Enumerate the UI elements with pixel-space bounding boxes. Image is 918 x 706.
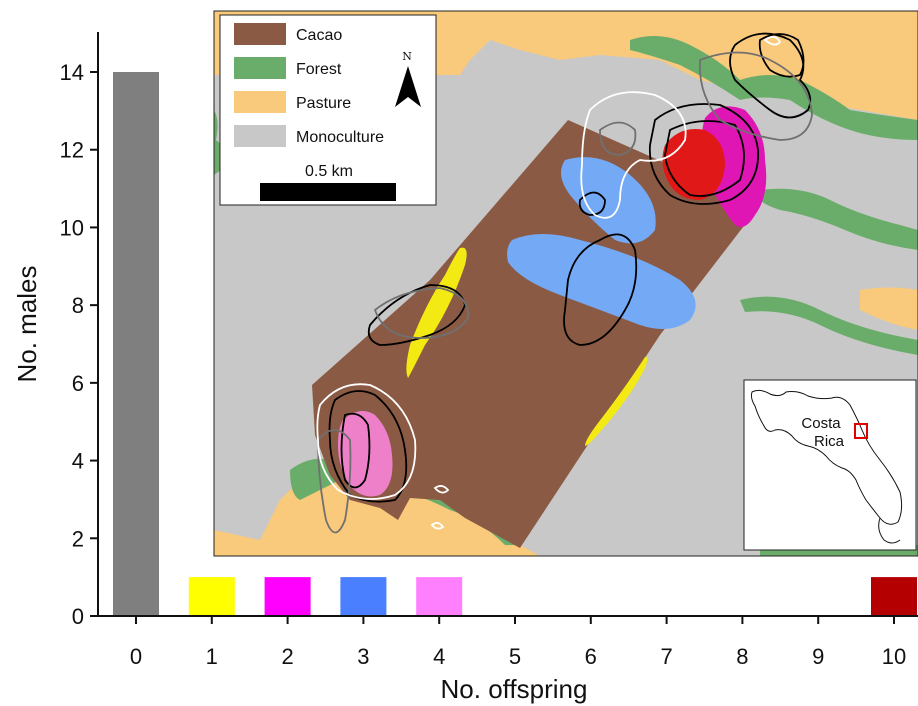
blue-range-1	[561, 157, 656, 244]
blue-range-2	[507, 234, 696, 329]
y-tick-label: 0	[72, 604, 84, 629]
forest-area-bottom	[290, 458, 520, 545]
map-panel: Cacao Forest Pasture Monoculture N 0.5 km C…	[213, 10, 918, 557]
pink-range	[338, 411, 393, 497]
bar-0	[113, 72, 159, 616]
magenta-range	[701, 106, 767, 228]
y-tick-label: 6	[72, 371, 84, 396]
yellow-range-1	[406, 247, 467, 378]
costa-rica-inset: Costa Rica	[743, 379, 917, 551]
north-arrow-icon	[395, 66, 421, 107]
inset-frame	[743, 379, 917, 551]
contour-black-7	[367, 284, 466, 346]
x-tick-label: 0	[130, 644, 142, 669]
legend-label-monoculture: Monoculture	[296, 129, 384, 146]
x-tick-label: 1	[206, 644, 218, 669]
contour-white-2	[316, 383, 417, 500]
contour-black-2	[664, 120, 745, 197]
contour-black-4	[758, 33, 805, 78]
contour-gray-4	[317, 429, 352, 534]
legend-swatch-forest	[234, 57, 286, 79]
scale-bar	[260, 183, 396, 201]
bar-2	[264, 577, 311, 616]
legend-swatch-pasture	[234, 91, 286, 113]
forest-area-top	[630, 36, 918, 140]
study-site-marker	[854, 423, 868, 439]
x-tick-label: 9	[812, 644, 824, 669]
contour-lines	[316, 32, 813, 534]
x-tick-label: 2	[281, 644, 293, 669]
red-range	[662, 129, 725, 200]
x-tick-label: 7	[660, 644, 672, 669]
x-ticks: 0 1 2 3 4 5 6 7 8 9 10	[130, 616, 906, 669]
inset-label-rica: Rica	[814, 433, 845, 450]
y-tick-label: 12	[60, 138, 84, 163]
pasture-area-right	[860, 287, 918, 330]
bar-10	[871, 577, 917, 616]
x-tick-label: 8	[736, 644, 748, 669]
legend-label-pasture: Pasture	[296, 95, 351, 112]
bar-4	[416, 577, 463, 616]
contour-black-3	[729, 32, 812, 119]
costa-rica-outline-south	[878, 517, 901, 544]
contour-white-1	[580, 91, 687, 219]
contour-white-3	[763, 36, 782, 46]
y-axis-title: No. males	[12, 265, 42, 382]
bar-1	[188, 577, 235, 616]
contour-black-8	[328, 390, 408, 503]
x-tick-label: 5	[509, 644, 521, 669]
contour-gray-1	[698, 51, 813, 141]
y-tick-label: 4	[72, 449, 84, 474]
x-tick-label: 6	[585, 644, 597, 669]
contour-black-6	[578, 191, 606, 216]
map-frame	[213, 10, 918, 557]
y-tick-label: 2	[72, 526, 84, 551]
legend-label-cacao: Cacao	[296, 27, 342, 44]
x-tick-label: 4	[433, 644, 445, 669]
contour-black-1	[648, 103, 759, 205]
yellow-range-2	[585, 356, 648, 446]
forest-area-right	[760, 188, 918, 250]
bar-series	[113, 72, 917, 616]
x-axis-title: No. offspring	[441, 674, 588, 704]
north-label: N	[402, 50, 412, 63]
x-tick-label: 10	[882, 644, 906, 669]
y-tick-label: 8	[72, 293, 84, 318]
contour-gray-2	[599, 121, 637, 156]
x-tick-label: 3	[357, 644, 369, 669]
legend-swatch-cacao	[234, 23, 286, 45]
contour-black-9	[340, 412, 371, 489]
contour-white-4	[430, 485, 450, 530]
y-tick-label: 10	[60, 215, 84, 240]
inset-label-costa: Costa	[801, 415, 841, 432]
y-tick-label: 14	[60, 60, 84, 85]
bar-3	[340, 577, 387, 616]
y-ticks: 0 2 4 6 8 10 12 14	[60, 60, 98, 629]
contour-gray-3	[373, 287, 469, 339]
forest-area-right-2	[740, 296, 918, 355]
map-legend: Cacao Forest Pasture Monoculture N 0.5 km	[219, 14, 437, 206]
legend-swatch-monoculture	[234, 125, 286, 147]
contour-black-5	[563, 233, 638, 346]
scale-bar-label: 0.5 km	[305, 163, 353, 180]
legend-label-forest: Forest	[296, 61, 342, 78]
